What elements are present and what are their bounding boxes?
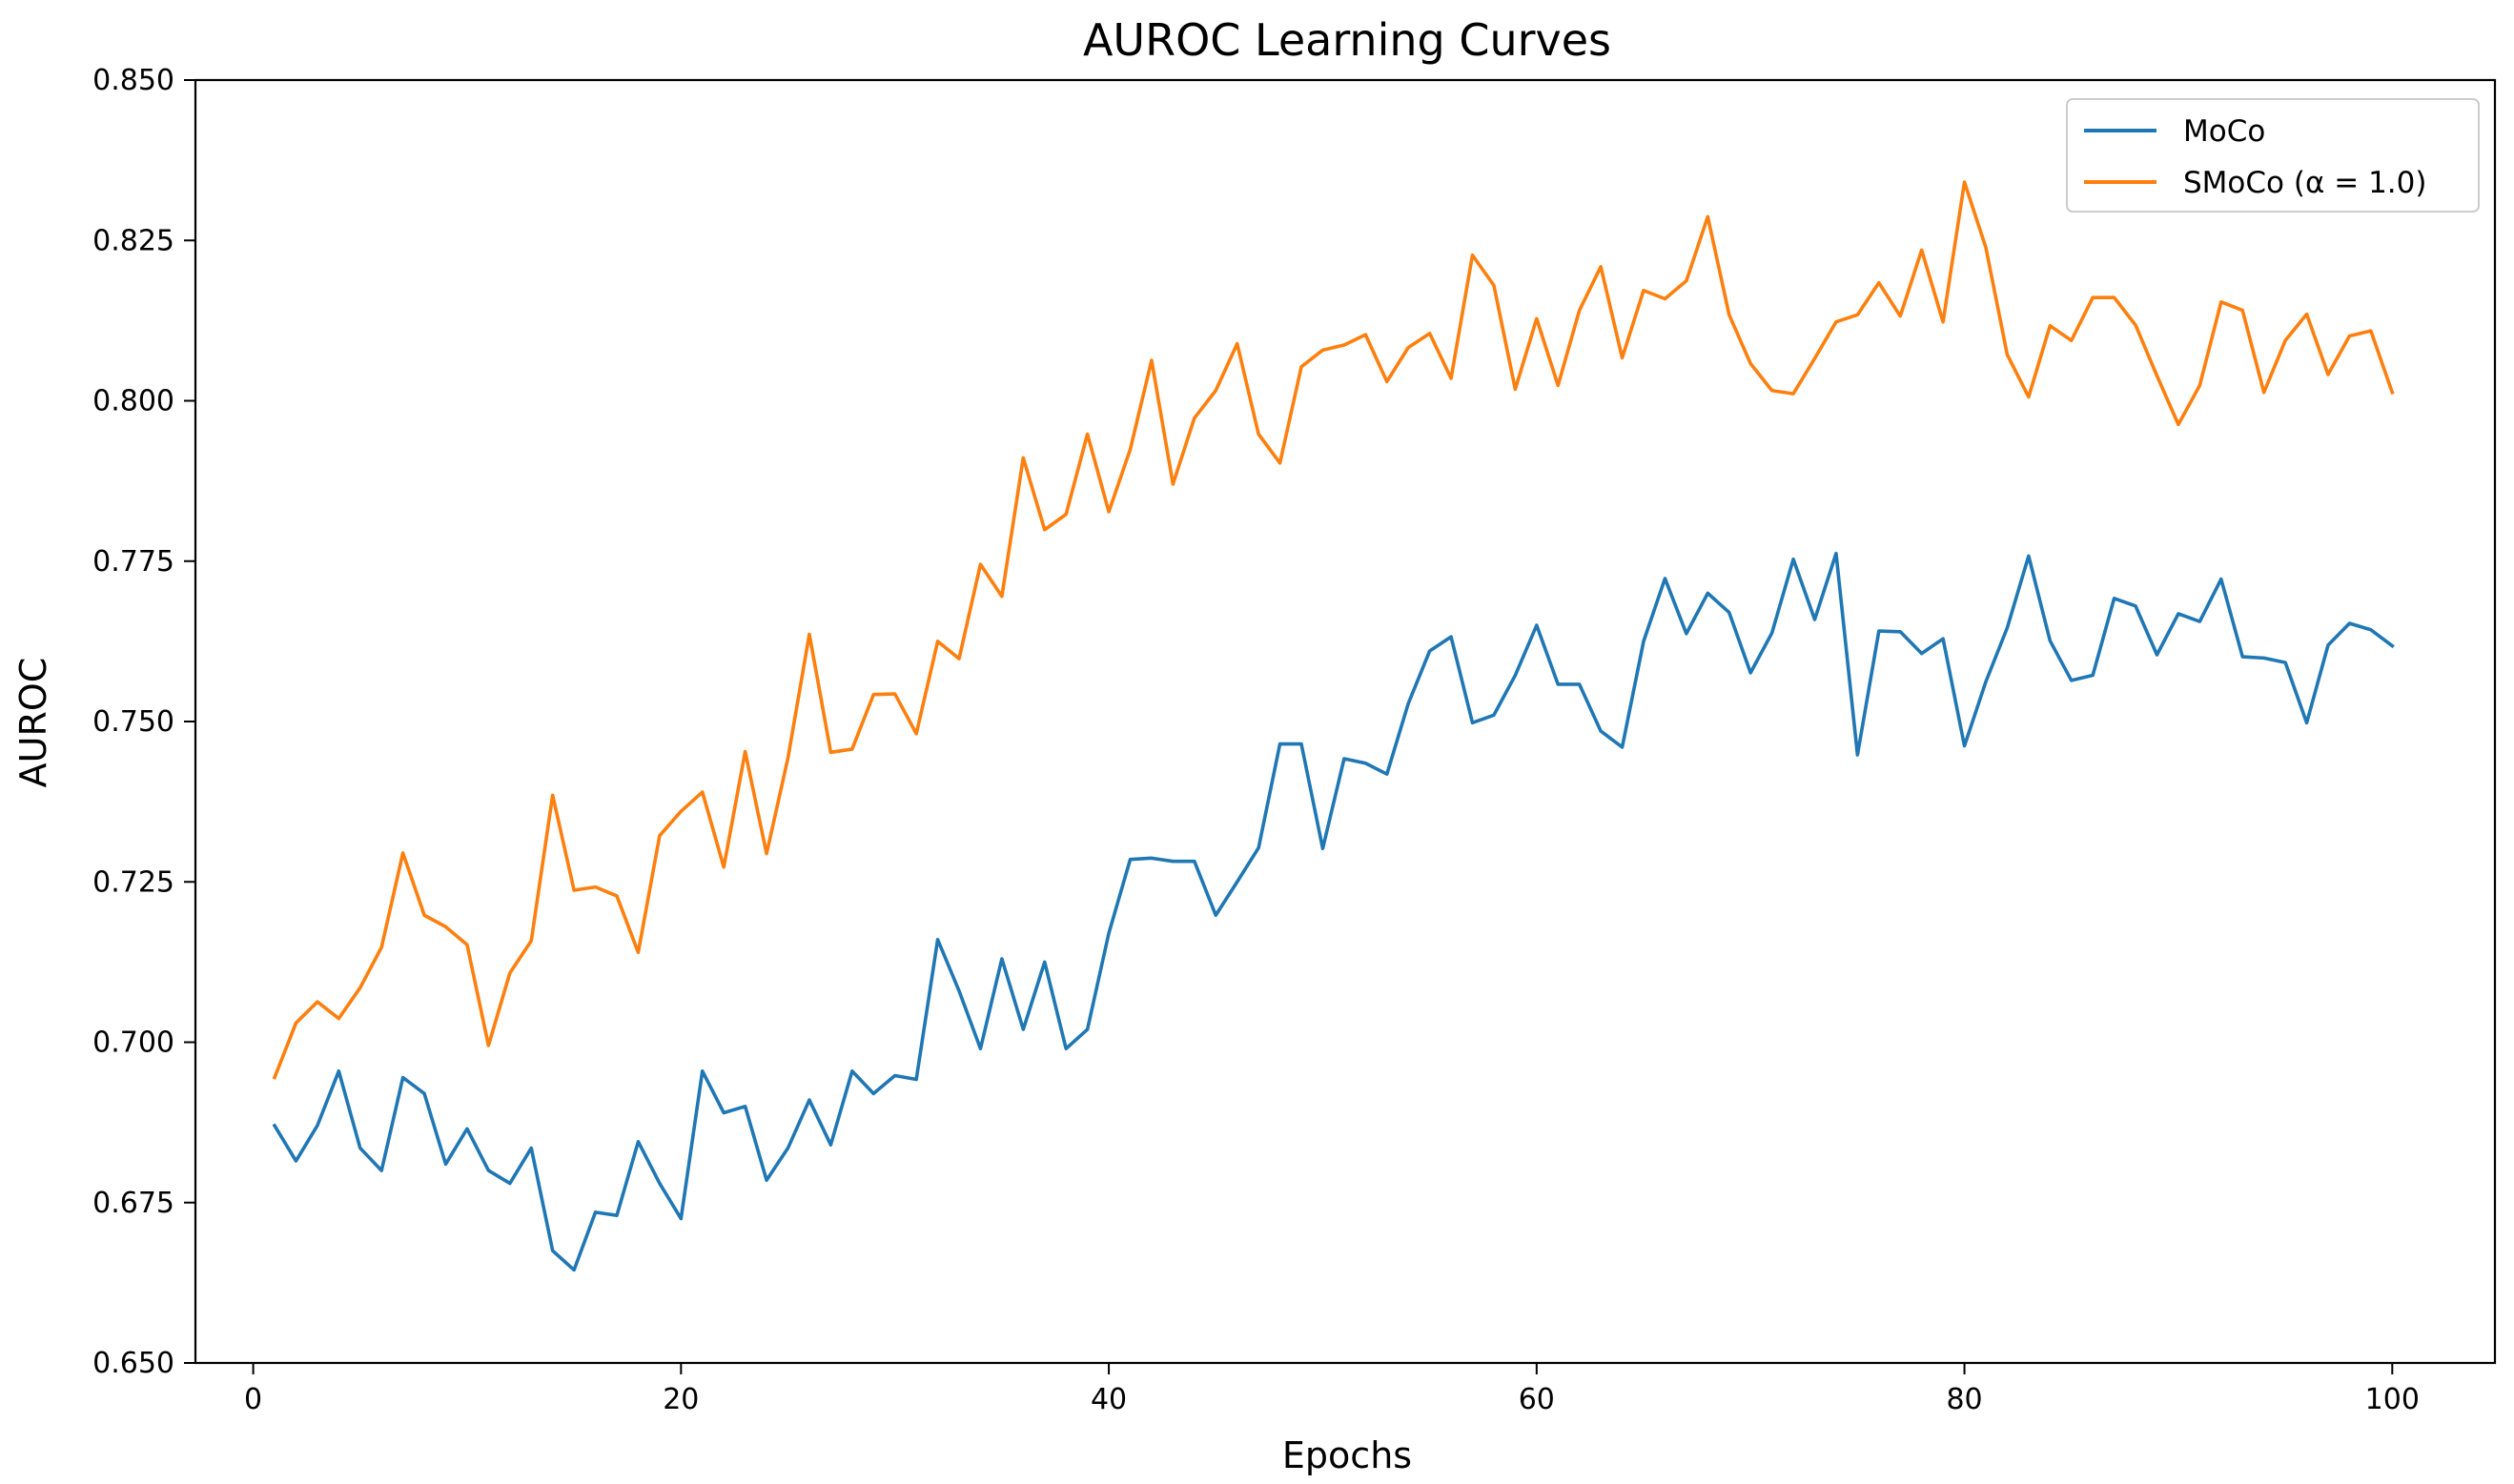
y-tick-label: 0.675 bbox=[92, 1187, 174, 1220]
y-axis-title: AUROC bbox=[12, 658, 54, 788]
x-tick-label: 60 bbox=[1519, 1383, 1555, 1416]
series-line-moco bbox=[272, 551, 2395, 1272]
y-tick-label: 0.825 bbox=[92, 224, 174, 257]
chart-title: AUROC Learning Curves bbox=[1083, 14, 1611, 66]
x-tick-label: 80 bbox=[1946, 1383, 1982, 1416]
x-tick-label: 40 bbox=[1091, 1383, 1127, 1416]
y-tick-label: 0.725 bbox=[92, 865, 174, 899]
legend-label-moco: MoCo bbox=[2183, 114, 2265, 149]
x-tick-label: 20 bbox=[663, 1383, 699, 1416]
y-axis: 0.650 0.675 0.700 0.725 0.750 0.775 0.800 0.825… bbox=[92, 64, 195, 1380]
x-axis-title: Epochs bbox=[1282, 1434, 1412, 1476]
y-tick-label: 0.775 bbox=[92, 545, 174, 579]
series-line-smoco bbox=[272, 180, 2395, 1080]
legend-box bbox=[2066, 98, 2480, 213]
y-tick-label: 0.650 bbox=[92, 1347, 174, 1380]
x-axis: 0 20 40 60 80 100 bbox=[244, 1363, 2420, 1416]
x-tick-label: 0 bbox=[244, 1383, 262, 1416]
y-tick-label: 0.750 bbox=[92, 705, 174, 739]
y-tick-label: 0.800 bbox=[92, 385, 174, 418]
legend-label-smoco: SMoCo (α = 1.0) bbox=[2183, 166, 2426, 200]
legend: MoCo SMoCo (α = 1.0) bbox=[2066, 98, 2480, 213]
y-tick-label: 0.850 bbox=[92, 64, 174, 97]
y-tick-label: 0.700 bbox=[92, 1027, 174, 1060]
series-lines bbox=[272, 180, 2395, 1272]
x-tick-label: 100 bbox=[2365, 1383, 2420, 1416]
